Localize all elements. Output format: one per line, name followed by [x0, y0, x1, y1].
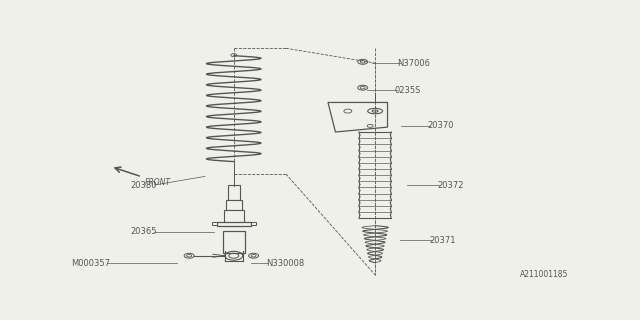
Text: 20380: 20380	[131, 180, 157, 189]
Text: 20372: 20372	[437, 180, 463, 189]
Text: 20371: 20371	[429, 236, 456, 245]
Text: 20370: 20370	[428, 121, 454, 130]
FancyBboxPatch shape	[217, 222, 251, 226]
Text: A211001185: A211001185	[520, 270, 568, 279]
Text: M000357: M000357	[71, 259, 110, 268]
Text: N37006: N37006	[397, 59, 431, 68]
FancyBboxPatch shape	[251, 222, 255, 225]
FancyBboxPatch shape	[226, 200, 242, 210]
FancyBboxPatch shape	[224, 210, 244, 226]
FancyBboxPatch shape	[228, 185, 240, 200]
Text: 0235S: 0235S	[395, 86, 421, 95]
FancyBboxPatch shape	[212, 222, 217, 225]
Text: N330008: N330008	[266, 259, 304, 268]
Text: 20365: 20365	[131, 227, 157, 236]
Text: FRONT: FRONT	[145, 178, 170, 187]
FancyBboxPatch shape	[223, 231, 244, 253]
